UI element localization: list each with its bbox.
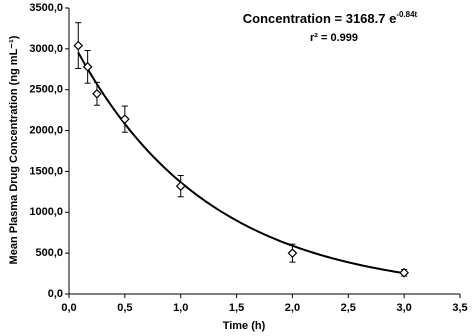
y-axis-title: Mean Plasma Drug Concentration (ng mL⁻¹) <box>8 35 20 264</box>
fit-exponent: -0.84t <box>396 10 417 19</box>
fit-equation-text: Concentration = 3168.7 e <box>243 11 397 26</box>
fit-r2: r² = 0.999 <box>310 32 358 44</box>
x-tick-label: 1,5 <box>229 302 244 314</box>
x-tick-label: 2,0 <box>285 302 300 314</box>
x-tick-label: 2,5 <box>341 302 356 314</box>
data-point <box>399 267 409 278</box>
y-tick-label: 1000,0 <box>29 206 63 218</box>
data-point <box>73 40 84 51</box>
data-point <box>82 61 93 72</box>
y-tick-label: 1500,0 <box>29 165 63 177</box>
x-tick-label: 1,0 <box>173 302 188 314</box>
x-tick-label: 3,0 <box>396 302 411 314</box>
fit-curve <box>77 52 405 275</box>
fit-equation: Concentration = 3168.7 e-0.84t <box>243 10 418 26</box>
x-tick-label: 0,0 <box>61 302 76 314</box>
x-tick-label: 3,5 <box>452 302 467 314</box>
data-point <box>287 248 298 258</box>
y-tick-label: 2500,0 <box>29 84 63 96</box>
y-tick-label: 500,0 <box>35 247 63 259</box>
y-tick-label: 3000,0 <box>29 43 63 55</box>
y-tick-label: 0,0 <box>48 288 63 300</box>
data-point <box>120 114 130 124</box>
x-axis-title: Time (h) <box>223 320 266 332</box>
y-tick-label: 3500,0 <box>29 2 63 14</box>
x-tick-label: 0,5 <box>117 302 132 314</box>
data-point <box>92 88 102 99</box>
data-point <box>175 181 186 191</box>
y-tick-label: 2000,0 <box>29 124 63 136</box>
